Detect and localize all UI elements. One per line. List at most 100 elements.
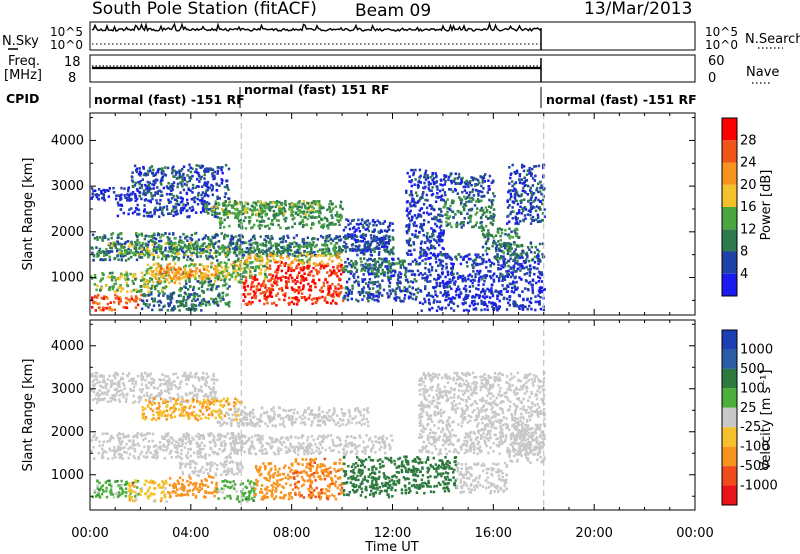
power-cell bbox=[278, 205, 281, 209]
power-cell bbox=[293, 203, 296, 207]
power-cell bbox=[124, 252, 128, 256]
power-cell bbox=[306, 267, 309, 270]
power-cell bbox=[388, 224, 391, 228]
power-cell bbox=[484, 173, 487, 176]
power-cell bbox=[430, 266, 434, 269]
power-cell bbox=[442, 232, 445, 235]
power-cell bbox=[446, 210, 449, 214]
power-cell bbox=[250, 226, 253, 230]
power-cell bbox=[347, 234, 350, 238]
power-cell bbox=[230, 273, 233, 277]
power-cell bbox=[219, 299, 222, 303]
power-cell bbox=[280, 269, 284, 273]
power-cell bbox=[175, 270, 178, 274]
power-cell bbox=[322, 281, 326, 285]
power-cell bbox=[291, 206, 294, 209]
power-cell bbox=[159, 236, 162, 239]
power-cell bbox=[355, 298, 358, 302]
power-cell bbox=[505, 308, 509, 311]
power-cell bbox=[369, 296, 372, 300]
power-cell bbox=[429, 246, 433, 250]
power-cell bbox=[467, 277, 470, 281]
power-cell bbox=[415, 262, 418, 266]
power-cell bbox=[378, 292, 381, 295]
power-cell bbox=[385, 230, 389, 233]
power-cell bbox=[293, 245, 296, 249]
power-cell bbox=[189, 236, 192, 240]
power-cell bbox=[454, 182, 457, 185]
power-cell bbox=[160, 245, 163, 248]
power-cell bbox=[288, 248, 291, 252]
power-cell bbox=[293, 222, 297, 225]
power-cell bbox=[351, 287, 354, 290]
power-cell bbox=[411, 286, 414, 290]
power-cell bbox=[151, 234, 154, 237]
power-cell bbox=[269, 259, 272, 263]
power-cell bbox=[246, 264, 249, 267]
power-cell bbox=[506, 297, 509, 301]
power-cell bbox=[432, 180, 435, 184]
power-cell bbox=[492, 208, 496, 211]
power-cell bbox=[240, 225, 244, 228]
power-cell bbox=[216, 195, 219, 199]
power-cell bbox=[391, 269, 395, 272]
power-cell bbox=[171, 307, 174, 310]
power-cell bbox=[143, 273, 146, 277]
power-cell bbox=[108, 187, 111, 190]
power-cell bbox=[518, 255, 521, 258]
power-cell bbox=[482, 258, 485, 261]
power-cell bbox=[249, 276, 252, 279]
power-cell bbox=[275, 219, 279, 222]
power-cell bbox=[119, 242, 122, 246]
power-cell bbox=[138, 241, 141, 244]
power-cell bbox=[214, 301, 217, 304]
power-cell bbox=[207, 237, 210, 241]
power-cell bbox=[172, 205, 175, 209]
power-cell bbox=[436, 188, 439, 191]
power-cell bbox=[155, 247, 158, 251]
power-cell bbox=[378, 266, 381, 269]
power-cell bbox=[120, 272, 123, 276]
power-cell bbox=[107, 275, 110, 279]
power-cell bbox=[125, 273, 129, 276]
power-cell bbox=[358, 293, 362, 296]
power-cell bbox=[279, 256, 283, 259]
power-cell bbox=[222, 213, 226, 217]
power-cell bbox=[410, 218, 414, 222]
power-cell bbox=[299, 215, 303, 218]
power-cell bbox=[441, 233, 445, 237]
power-cell bbox=[416, 194, 419, 197]
power-cell bbox=[489, 296, 492, 299]
power-cell bbox=[411, 197, 414, 200]
power-cell bbox=[142, 165, 145, 169]
power-cell bbox=[267, 287, 270, 290]
power-cell bbox=[357, 299, 360, 303]
power-cell bbox=[506, 248, 509, 251]
power-cell bbox=[326, 208, 329, 212]
power-cell bbox=[438, 243, 441, 247]
power-cell bbox=[528, 274, 531, 277]
power-cell bbox=[300, 254, 304, 257]
power-cell bbox=[119, 208, 123, 211]
power-cell bbox=[310, 226, 313, 230]
power-cell bbox=[253, 207, 256, 210]
power-cell bbox=[212, 209, 215, 212]
freq-label-line2: [MHz] bbox=[4, 68, 42, 83]
power-cell bbox=[533, 255, 536, 259]
power-cell bbox=[217, 201, 220, 205]
power-cell bbox=[302, 239, 306, 242]
power-cell bbox=[180, 241, 183, 244]
power-cell bbox=[188, 206, 192, 210]
beam-label: Beam 09 bbox=[355, 1, 431, 21]
power-cell bbox=[277, 212, 280, 216]
power-cell bbox=[502, 255, 505, 258]
power-cell bbox=[434, 285, 437, 289]
power-cell bbox=[178, 175, 181, 178]
power-cell bbox=[147, 286, 150, 289]
power-cell bbox=[451, 276, 455, 280]
power-cell bbox=[227, 188, 230, 191]
power-cell bbox=[345, 265, 349, 268]
power-cell bbox=[220, 182, 224, 185]
power-cell bbox=[150, 278, 154, 281]
power-cell bbox=[141, 178, 144, 181]
